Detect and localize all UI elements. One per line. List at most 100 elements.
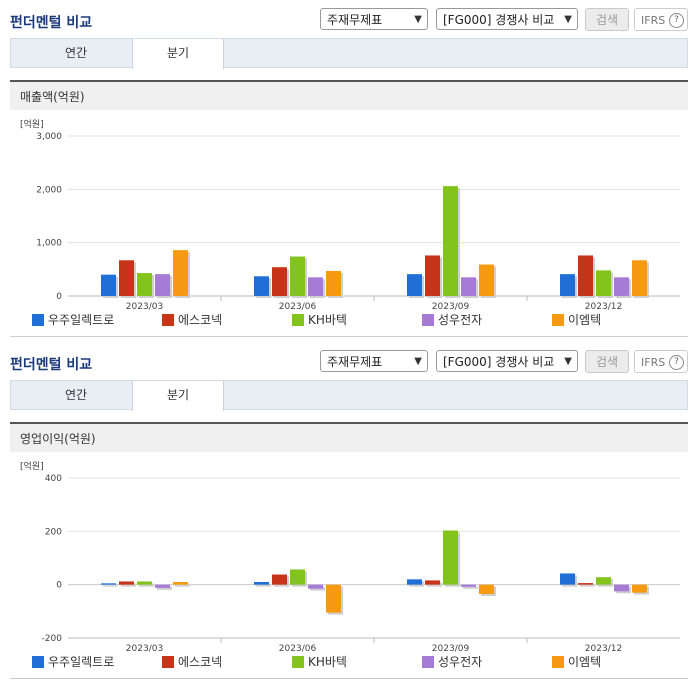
question-icon: ? [669, 355, 684, 370]
statement-type-select[interactable]: 주재무제표 ▼ [320, 350, 428, 372]
ifrs-help-button[interactable]: IFRS? [634, 350, 688, 373]
bar [407, 579, 422, 585]
peer-group-value: [FG000] 경쟁사 비교 [443, 355, 555, 369]
legend-label: 성우전자 [438, 313, 483, 327]
bar [596, 270, 611, 296]
legend-item[interactable]: 이엠텍 [552, 312, 601, 328]
bar [308, 277, 323, 296]
bar [461, 584, 476, 587]
ifrs-label: IFRS [641, 14, 666, 27]
unit-label: [억원] [20, 120, 44, 130]
legend-label: 우주일렉트로 [48, 655, 115, 669]
bar-shadow [310, 586, 325, 591]
chart-legend: 우주일렉트로 에스코넥 KH바텍 성우전자 이엠텍 [10, 654, 688, 672]
legend-item[interactable]: 에스코넥 [162, 312, 222, 328]
legend-item[interactable]: 우주일렉트로 [32, 312, 114, 328]
bar [578, 583, 593, 585]
legend-swatch [552, 656, 564, 668]
statement-type-select[interactable]: 주재무제표 ▼ [320, 8, 428, 30]
peer-group-value: [FG000] 경쟁사 비교 [443, 13, 555, 27]
legend-swatch [422, 656, 434, 668]
legend-swatch [422, 314, 434, 326]
bar [155, 584, 170, 588]
statement-type-value: 주재무제표 [327, 13, 383, 27]
bar [407, 274, 422, 296]
bar [119, 260, 134, 296]
y-tick-label: -200 [42, 634, 63, 644]
tab-annual[interactable]: 연간 [64, 46, 88, 60]
legend-label: 성우전자 [438, 655, 483, 669]
page-title: 펀더멘털 비교 [10, 15, 93, 31]
y-tick-label: 1,000 [36, 239, 62, 249]
bar [461, 277, 476, 296]
bar [632, 260, 647, 296]
tab-quarterly[interactable]: 분기 [132, 39, 224, 69]
chevron-down-icon: ▼ [564, 14, 572, 25]
bar [173, 250, 188, 296]
bar [632, 584, 647, 593]
bar-shadow [139, 583, 154, 587]
legend-item[interactable]: KH바텍 [292, 654, 347, 670]
legend-item[interactable]: 우주일렉트로 [32, 654, 114, 670]
legend-label: 이엠텍 [568, 313, 602, 327]
tab-quarterly[interactable]: 분기 [132, 381, 224, 411]
legend-item[interactable]: 성우전자 [422, 312, 482, 328]
bar [443, 530, 458, 585]
legend-swatch [552, 314, 564, 326]
bar [479, 264, 494, 296]
bar [614, 277, 629, 296]
bar [290, 256, 305, 296]
legend-item[interactable]: 이엠텍 [552, 654, 601, 670]
unit-label: [억원] [20, 462, 44, 472]
bar [443, 186, 458, 296]
x-tick-label: 2023/12 [585, 302, 622, 312]
bar-shadow [175, 584, 190, 587]
legend-label: KH바텍 [308, 313, 347, 327]
search-button[interactable]: 검색 [585, 8, 629, 31]
legend-label: 우주일렉트로 [48, 313, 115, 327]
peer-group-select[interactable]: [FG000] 경쟁사 비교 ▼ [436, 350, 578, 372]
fundamental-section-revenue: 펀더멘털 비교 주재무제표 ▼ [FG000] 경쟁사 비교 ▼ 검색 IFRS? 연간 분기 매… [10, 8, 688, 337]
bar [425, 255, 440, 296]
bar [119, 581, 134, 585]
legend-label: 에스코넥 [178, 313, 223, 327]
legend-label: 에스코넥 [178, 655, 223, 669]
x-tick-label: 2023/12 [585, 644, 622, 654]
tab-annual[interactable]: 연간 [64, 388, 88, 402]
bar [101, 274, 116, 296]
bar-shadow [121, 583, 136, 587]
bar [326, 270, 341, 296]
legend-item[interactable]: KH바텍 [292, 312, 347, 328]
legend-item[interactable]: 에스코넥 [162, 654, 222, 670]
bar-shadow [463, 586, 478, 589]
chart-svg: -200 0 200 400 2023/03 2023/06 2023/09 2023/12 [42, 474, 680, 654]
bar [596, 577, 611, 585]
section-header: 펀더멘털 비교 주재무제표 ▼ [FG000] 경쟁사 비교 ▼ 검색 IFRS? [0, 342, 696, 376]
bar-chart: [억원] 0 1,000 2,000 3,000 2023/03 2023/06 2023/0… [10, 110, 688, 337]
metric-title: 매출액(억원) [10, 80, 688, 110]
bar [101, 583, 116, 585]
legend-swatch [32, 656, 44, 668]
ifrs-help-button[interactable]: IFRS? [634, 8, 688, 31]
page-title: 펀더멘털 비교 [10, 357, 93, 373]
period-tabs: 연간 분기 [10, 380, 688, 411]
bar [614, 584, 629, 592]
search-button[interactable]: 검색 [585, 350, 629, 373]
peer-group-select[interactable]: [FG000] 경쟁사 비교 ▼ [436, 8, 578, 30]
legend-item[interactable]: 성우전자 [422, 654, 482, 670]
bar [254, 276, 269, 296]
bar [137, 273, 152, 296]
x-tick-label: 2023/03 [126, 302, 163, 312]
x-tick-label: 2023/09 [432, 644, 470, 654]
bar [272, 267, 287, 296]
chart-svg: 0 1,000 2,000 3,000 2023/03 2023/06 2023/09 202… [36, 132, 680, 312]
legend-swatch [32, 314, 44, 326]
legend-swatch [292, 656, 304, 668]
bar [254, 582, 269, 585]
bar [425, 580, 440, 585]
statement-type-value: 주재무제표 [327, 355, 383, 369]
y-tick-label: 0 [56, 292, 62, 302]
chevron-down-icon: ▼ [414, 356, 422, 367]
period-tabs: 연간 분기 [10, 38, 688, 69]
question-icon: ? [669, 13, 684, 28]
